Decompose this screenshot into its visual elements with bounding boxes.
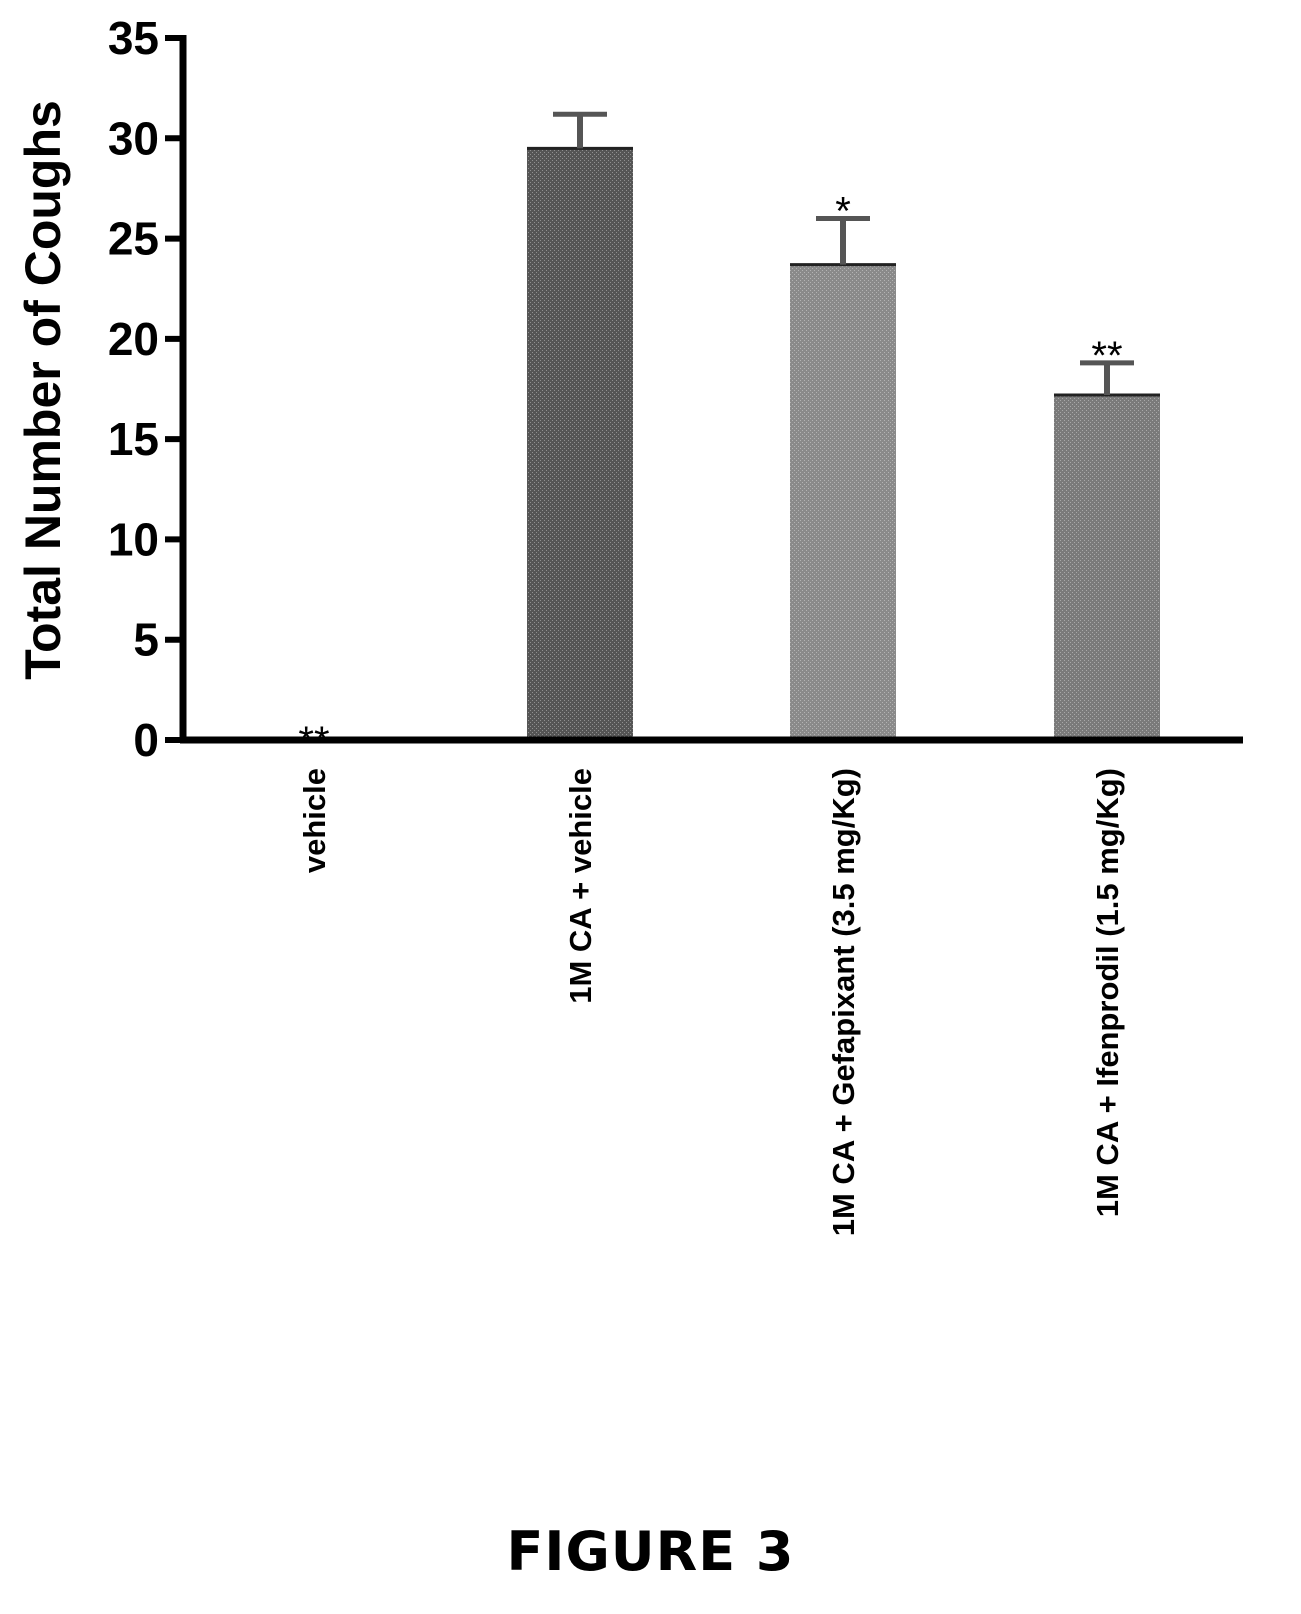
bar-texture-3	[790, 264, 896, 740]
y-tick-label: 15	[108, 413, 159, 465]
x-category-label: 1M CA + vehicle	[563, 768, 598, 1004]
x-category-label: 1M CA + Ifenprodil (1.5 mg/Kg)	[1090, 768, 1125, 1217]
y-tick-label: 5	[133, 614, 159, 666]
y-tick-label: 25	[108, 213, 159, 265]
y-tick-label: 10	[108, 513, 159, 565]
bar-texture-4	[1054, 395, 1160, 740]
y-axis-label: Total Number of Coughs	[15, 100, 71, 680]
y-tick-label: 20	[108, 313, 159, 365]
x-category-label: 1M CA + Gefapixant (3.5 mg/Kg)	[826, 768, 861, 1236]
y-tick-label: 0	[133, 714, 159, 766]
significance-marker-3: *	[835, 190, 851, 234]
figure-caption: FIGURE 3	[506, 1520, 795, 1583]
bar-texture-2	[527, 148, 633, 741]
x-category-label: vehicle	[297, 768, 332, 873]
y-tick-label: 30	[108, 112, 159, 164]
significance-marker-4: **	[1091, 334, 1122, 378]
y-tick-label: 35	[108, 12, 159, 64]
